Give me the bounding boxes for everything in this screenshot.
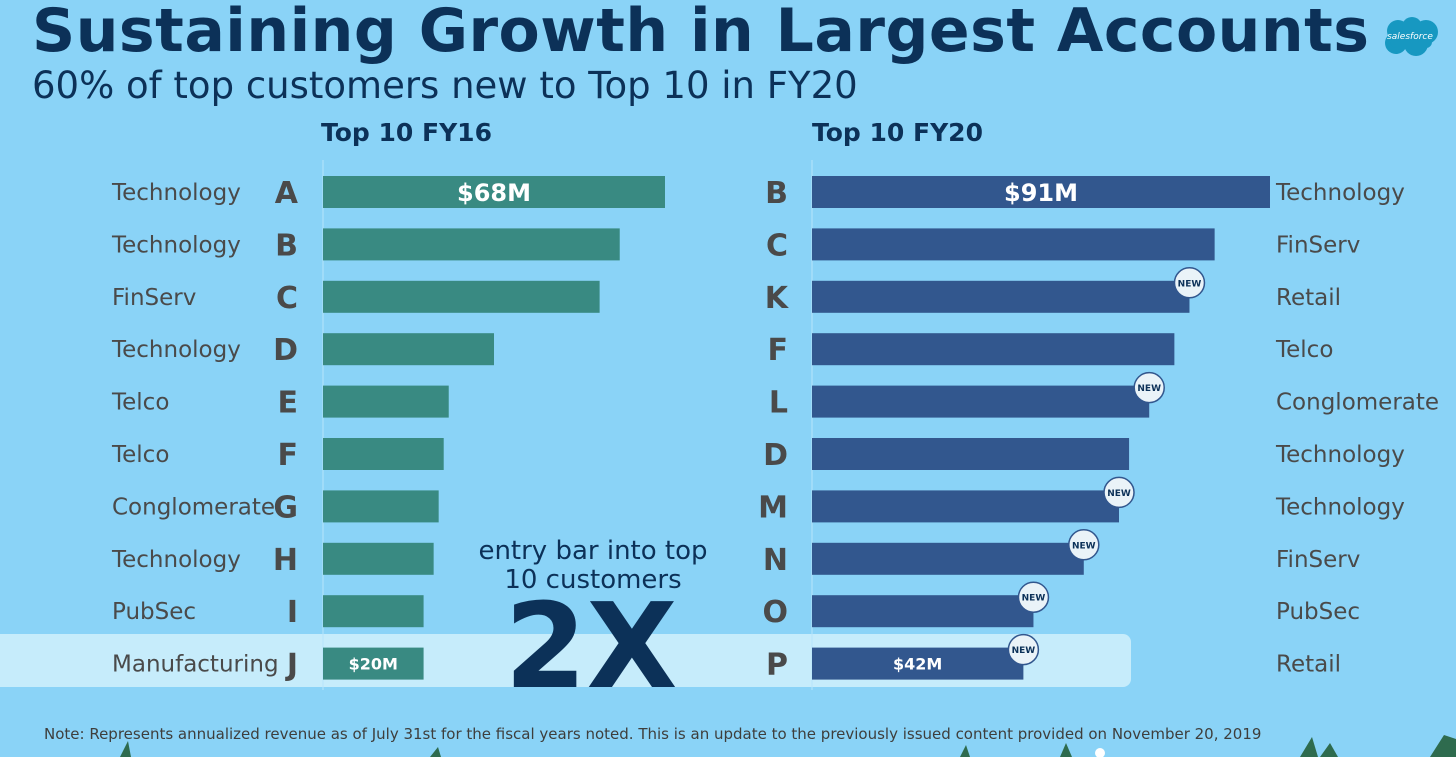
fy16-industry-label: Technology (111, 232, 241, 258)
fy16-category-label: F (278, 438, 299, 473)
multiplier-2x: 2X (504, 577, 678, 715)
new-badge (1017, 581, 1050, 613)
fy20-industry-label: Conglomerate (1276, 390, 1439, 416)
fy20-bar (812, 595, 1034, 628)
fy16-category-label: B (275, 228, 298, 263)
page-subtitle: 60% of top customers new to Top 10 in FY… (32, 64, 858, 107)
fy16-bar (323, 280, 600, 313)
fy20-industry-label: Retail (1276, 652, 1341, 678)
new-badge-label: NEW (1012, 646, 1036, 656)
footnote: Note: Represents annualized revenue as o… (44, 725, 1262, 743)
fy20-category-label: P (766, 648, 788, 683)
new-badge-label: NEW (1137, 384, 1161, 394)
svg-text:salesforce: salesforce (1387, 32, 1433, 42)
fy16-category-label: J (285, 648, 298, 683)
fy20-bar (812, 228, 1215, 261)
fy16-bar (323, 542, 434, 575)
new-badge-label: NEW (1022, 594, 1046, 604)
fy20-category-label: M (758, 490, 788, 525)
fy16-category-label: E (278, 386, 299, 421)
fy20-category-label: K (765, 281, 790, 316)
callout-line-2: 10 customers (504, 565, 682, 595)
new-badge-label: NEW (1107, 489, 1131, 499)
fy20-category-label: L (769, 386, 788, 421)
fy16-industry-label: FinServ (112, 285, 196, 311)
fy20-industry-label: PubSec (1276, 599, 1360, 625)
new-badge-label: NEW (1072, 541, 1096, 551)
fy16-industry-label: Manufacturing (112, 652, 279, 678)
new-badge (1133, 371, 1165, 404)
fy16-industry-label: Conglomerate (112, 494, 275, 520)
new-badge (1103, 476, 1135, 509)
fy16-bar (323, 647, 424, 680)
fy20-category-label: F (768, 333, 789, 368)
fy20-bar (812, 438, 1130, 470)
fy20-category-label: N (763, 543, 788, 578)
fy16-bar (323, 333, 494, 366)
fy16-category-label: G (273, 490, 298, 525)
fy16-bar (323, 228, 620, 261)
fy20-bar (812, 333, 1175, 366)
fy16-category-label: H (273, 543, 298, 578)
fy20-industry-label: Technology (1275, 180, 1405, 206)
fy16-industry-label: Technology (111, 180, 241, 206)
salesforce-logo: salesforce (1385, 17, 1438, 56)
fy16-category-label: D (273, 333, 298, 368)
fy16-panel-title: Top 10 FY16 (321, 118, 492, 147)
fy16-industry-label: Telco (111, 442, 169, 468)
fy16-value-label: $20M (349, 655, 398, 674)
new-badge (1173, 267, 1206, 299)
decorative-plants (120, 735, 1456, 757)
fy16-bar (323, 438, 444, 470)
fy16-bar (323, 490, 439, 523)
fy20-panel-title: Top 10 FY20 (812, 118, 983, 147)
fy16-industry-label: PubSec (112, 599, 196, 625)
page-title: Sustaining Growth in Largest Accounts (32, 0, 1370, 66)
fy16-bar (323, 595, 424, 628)
fy20-bar (812, 490, 1120, 523)
fy20-bar (812, 647, 1024, 680)
fy20-value-label: $42M (893, 655, 942, 674)
fy20-category-label: D (763, 438, 788, 473)
new-badge (1007, 633, 1040, 666)
fy20-value-label: $91M (1004, 179, 1078, 207)
fy16-industry-label: Technology (111, 547, 241, 573)
fy20-industry-label: Technology (1275, 442, 1405, 468)
fy16-category-label: A (275, 176, 299, 211)
fy20-category-label: B (765, 176, 788, 211)
callout-line-1: entry bar into top (478, 536, 708, 566)
fy16-industry-label: Technology (111, 337, 241, 363)
fy20-industry-label: Telco (1275, 337, 1333, 363)
fy20-bar (812, 280, 1190, 313)
fy16-industry-label: Telco (111, 390, 169, 416)
fy20-industry-label: Technology (1275, 494, 1405, 520)
fy20-bar (812, 176, 1270, 208)
fy16-category-label: C (276, 281, 298, 316)
fy16-bar (323, 176, 665, 208)
fy20-category-label: C (766, 228, 788, 263)
new-badge-label: NEW (1178, 279, 1202, 289)
callout-text: entry bar into top 10 customers (478, 537, 708, 595)
fy20-industry-label: Retail (1276, 285, 1341, 311)
fy20-bar (812, 542, 1084, 575)
new-badge (1068, 529, 1100, 561)
fy16-value-label: $68M (457, 179, 531, 207)
fy20-industry-label: FinServ (1276, 232, 1360, 258)
fy16-category-label: I (287, 595, 298, 630)
fy20-bar (812, 385, 1150, 418)
fy16-bar (323, 385, 449, 418)
fy20-industry-label: FinServ (1276, 547, 1360, 573)
fy20-category-label: O (762, 595, 788, 630)
